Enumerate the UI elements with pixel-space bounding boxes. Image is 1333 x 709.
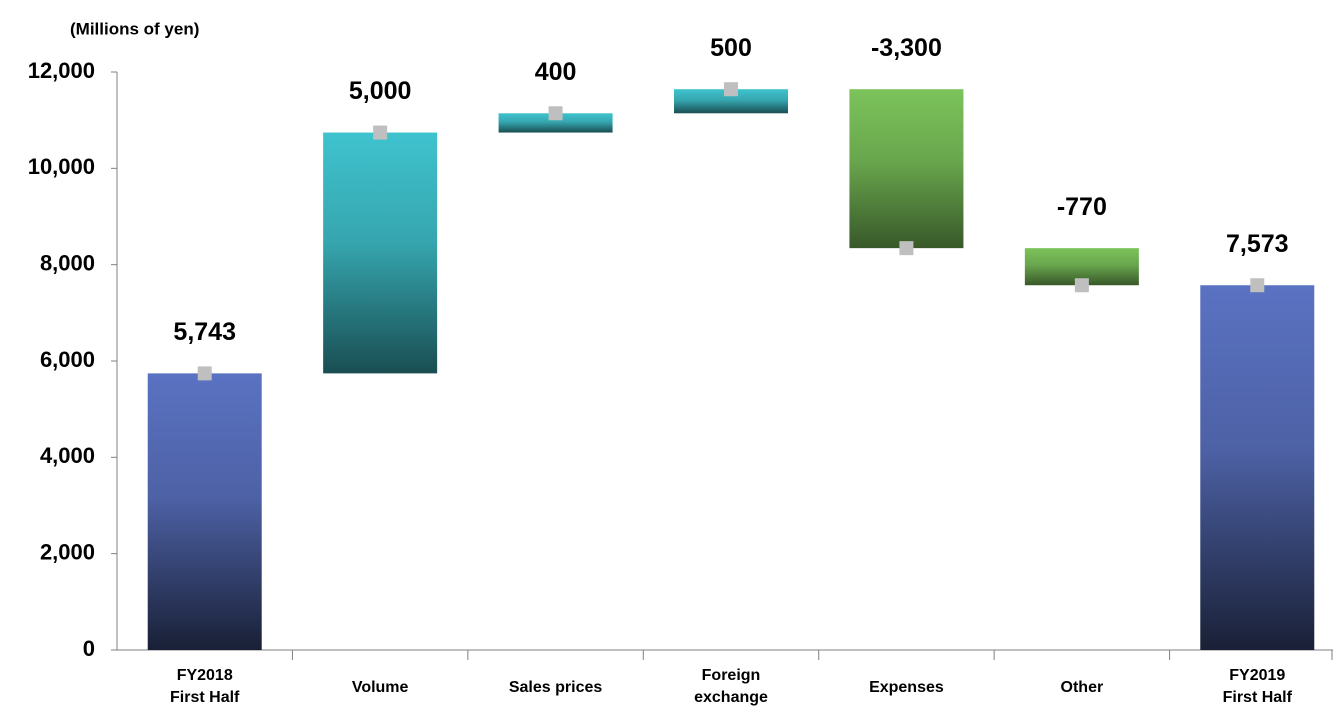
y-tick-label: 10,000 [28, 154, 95, 179]
bar [147, 373, 262, 650]
bar [498, 113, 613, 133]
x-tick-label: Sales prices [509, 679, 603, 696]
value-label: 500 [710, 34, 752, 62]
value-label: 5,743 [173, 318, 236, 346]
value-label: -3,300 [871, 34, 942, 62]
marker [373, 125, 388, 140]
marker [899, 241, 914, 256]
y-tick-label: 4,000 [40, 443, 95, 468]
y-tick-label: 6,000 [40, 347, 95, 372]
value-label: 7,573 [1226, 230, 1289, 258]
marker [197, 366, 212, 381]
unit-label: (Millions of yen) [70, 19, 199, 38]
marker [1074, 278, 1089, 293]
y-tick-label: 0 [83, 636, 95, 661]
y-tick-label: 12,000 [28, 58, 95, 83]
value-label: 400 [535, 58, 577, 86]
x-tick-label: Volume [352, 679, 409, 696]
y-tick-label: 8,000 [40, 250, 95, 275]
x-tick-label: Other [1061, 679, 1104, 696]
value-label: 5,000 [349, 77, 412, 105]
y-tick-label: 2,000 [40, 539, 95, 564]
x-tick-label: Foreign [702, 667, 761, 684]
x-tick-label: First Half [1223, 689, 1293, 706]
x-tick-label: First Half [170, 689, 240, 706]
marker [548, 106, 563, 121]
bar [1200, 285, 1315, 650]
x-tick-label: FY2019 [1229, 667, 1285, 684]
marker [1250, 278, 1265, 293]
x-tick-label: Expenses [869, 679, 944, 696]
x-tick-label: exchange [694, 689, 768, 706]
bar [849, 89, 964, 249]
marker [724, 82, 738, 97]
value-label: -770 [1057, 193, 1107, 221]
bar [323, 132, 438, 374]
x-tick-label: FY2018 [177, 667, 233, 684]
